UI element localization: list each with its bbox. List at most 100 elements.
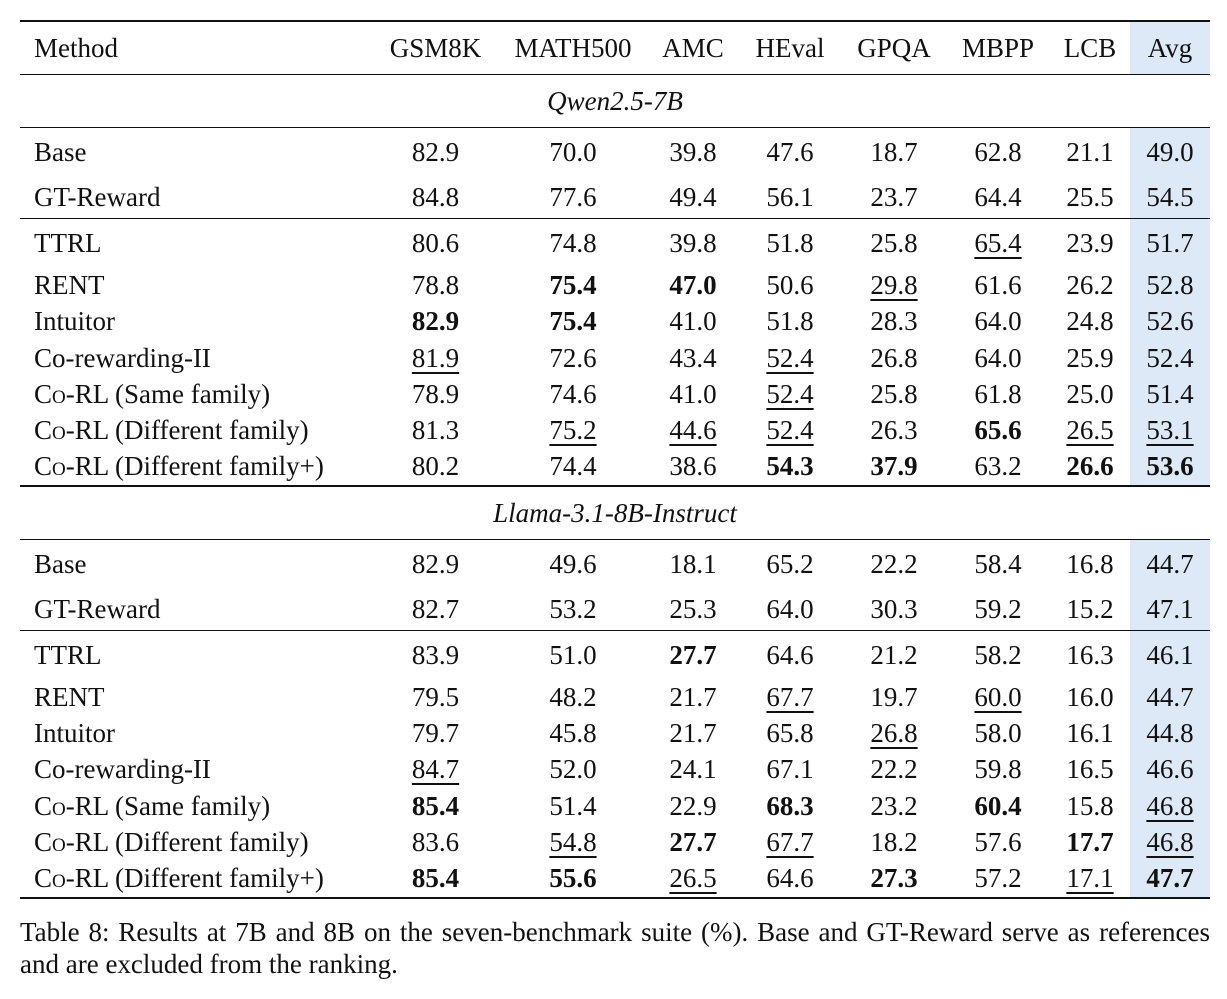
amc-cell: 47.0	[648, 267, 738, 303]
gpqa-value: 37.9	[870, 451, 918, 482]
lcb-cell: 16.3	[1050, 629, 1130, 679]
avg-value: 44.7	[1146, 548, 1194, 579]
lcb-value: 15.2	[1066, 593, 1114, 624]
avg-value: 52.8	[1146, 270, 1194, 300]
avg-cell: 46.1	[1130, 629, 1210, 679]
model-name: Llama-3.1-8B-Instruct	[20, 484, 1210, 540]
lcb-cell: 25.0	[1050, 376, 1130, 412]
avg-value: 46.6	[1146, 754, 1194, 785]
mbpp-value: 65.6	[974, 415, 1022, 446]
gsm8k-cell: 82.9	[373, 303, 498, 339]
lcb-value: 16.3	[1066, 639, 1114, 670]
gpqa-cell: 18.7	[842, 128, 946, 177]
heval-value: 67.1	[766, 754, 814, 785]
method-smallcaps-prefix: Co	[34, 378, 66, 409]
math500-cell: 74.4	[498, 448, 648, 485]
heval-value: 65.2	[766, 548, 814, 579]
mbpp-value: 58.2	[974, 639, 1022, 670]
header-method: Method	[20, 20, 373, 75]
math500-cell: 51.0	[498, 629, 648, 679]
gsm8k-value: 84.7	[411, 754, 460, 785]
table-row: Intuitor 79.7 45.8 21.7 65.8 26.8 58.0 16.1 44.8	[20, 715, 1210, 752]
lcb-cell: 26.6	[1050, 448, 1130, 485]
table-row: Co-rewarding-II 81.9 72.6 43.4 52.4 26.8 64.0 2…	[20, 339, 1210, 376]
amc-cell: 21.7	[648, 715, 738, 751]
gsm8k-cell: 83.6	[373, 824, 498, 860]
gsm8k-value: 82.9	[411, 306, 460, 337]
amc-value: 25.3	[669, 593, 717, 624]
gpqa-value: 29.8	[870, 270, 918, 300]
mbpp-cell: 65.4	[946, 218, 1050, 267]
table-row: Co-rewarding-II 84.7 52.0 24.1 67.1 22.2 59.8 1…	[20, 751, 1210, 788]
math500-value: 75.4	[549, 270, 597, 300]
mbpp-cell: 63.2	[946, 448, 1050, 485]
math500-cell: 72.6	[498, 340, 648, 376]
gsm8k-cell: 78.8	[373, 267, 498, 303]
gpqa-value: 28.3	[870, 306, 918, 337]
header-gpqa: GPQA	[842, 20, 946, 75]
table-row: Base 82.9 70.0 39.8 47.6 18.7 62.8 21.1 49.0	[20, 127, 1210, 177]
gpqa-cell: 22.2	[842, 751, 946, 787]
heval-value: 68.3	[766, 790, 814, 821]
heval-value: 67.7	[766, 826, 814, 857]
math500-value: 77.6	[549, 182, 597, 212]
mbpp-cell: 61.8	[946, 376, 1050, 412]
gsm8k-value: 78.8	[411, 270, 460, 300]
amc-value: 27.7	[669, 826, 717, 857]
math500-cell: 75.2	[498, 412, 648, 448]
header-gsm8k: GSM8K	[373, 20, 498, 75]
gpqa-value: 21.2	[870, 639, 918, 670]
method-cell: Base	[34, 137, 87, 167]
amc-cell: 22.9	[648, 788, 738, 824]
mbpp-cell: 64.0	[946, 340, 1050, 376]
gpqa-value: 27.3	[870, 863, 918, 894]
amc-cell: 24.1	[648, 751, 738, 787]
gsm8k-value: 82.9	[411, 137, 460, 167]
amc-cell: 27.7	[648, 629, 738, 679]
amc-value: 41.0	[669, 306, 717, 337]
model-section-header: Llama-3.1-8B-Instruct	[20, 484, 1210, 540]
heval-cell: 65.8	[738, 715, 842, 751]
mbpp-value: 58.0	[974, 718, 1022, 749]
gsm8k-cell: 82.9	[373, 128, 498, 177]
gsm8k-value: 84.8	[411, 182, 460, 212]
heval-value: 52.4	[766, 342, 814, 373]
table-row: Co-RL (Different family+) 80.2 74.4 38.6 54.…	[20, 448, 1210, 486]
gsm8k-cell: 85.4	[373, 788, 498, 824]
heval-cell: 67.7	[738, 679, 842, 715]
avg-value: 52.6	[1146, 306, 1194, 337]
gsm8k-value: 79.7	[411, 718, 460, 749]
amc-value: 27.7	[669, 639, 717, 670]
math500-value: 70.0	[549, 137, 597, 167]
heval-value: 52.4	[766, 378, 814, 409]
math500-cell: 55.6	[498, 860, 648, 899]
gpqa-value: 30.3	[870, 593, 918, 624]
math500-value: 51.0	[549, 639, 597, 670]
mbpp-cell: 62.8	[946, 128, 1050, 177]
gsm8k-value: 85.4	[411, 790, 460, 821]
mbpp-value: 60.4	[974, 790, 1022, 821]
gpqa-cell: 25.8	[842, 218, 946, 267]
heval-cell: 67.7	[738, 824, 842, 860]
amc-value: 49.4	[669, 182, 717, 212]
lcb-cell: 23.9	[1050, 218, 1130, 267]
math500-cell: 77.6	[498, 176, 648, 219]
lcb-cell: 25.5	[1050, 176, 1130, 219]
avg-value: 53.1	[1146, 415, 1194, 446]
avg-cell: 53.1	[1130, 412, 1210, 449]
table-header-row: Method GSM8K MATH500 AMC HEval GPQA MBPP…	[20, 20, 1210, 75]
mbpp-cell: 59.2	[946, 588, 1050, 631]
avg-value: 46.1	[1146, 639, 1194, 670]
math500-cell: 49.6	[498, 539, 648, 588]
avg-cell: 47.1	[1130, 587, 1210, 631]
math500-cell: 75.4	[498, 267, 648, 303]
heval-cell: 52.4	[738, 340, 842, 376]
table-row: Intuitor 82.9 75.4 41.0 51.8 28.3 64.0 24.8 52.6	[20, 303, 1210, 340]
amc-cell: 38.6	[648, 448, 738, 485]
table-row: RENT 79.5 48.2 21.7 67.7 19.7 60.0 16.0 44.7	[20, 678, 1210, 716]
method-cell: Co-RL (Different family)	[34, 415, 309, 446]
gsm8k-value: 80.6	[411, 228, 460, 258]
table-row: GT-Reward 82.7 53.2 25.3 64.0 30.3 59.2 15.2 47.…	[20, 587, 1210, 631]
math500-cell: 53.2	[498, 588, 648, 631]
math500-value: 75.2	[549, 415, 597, 446]
